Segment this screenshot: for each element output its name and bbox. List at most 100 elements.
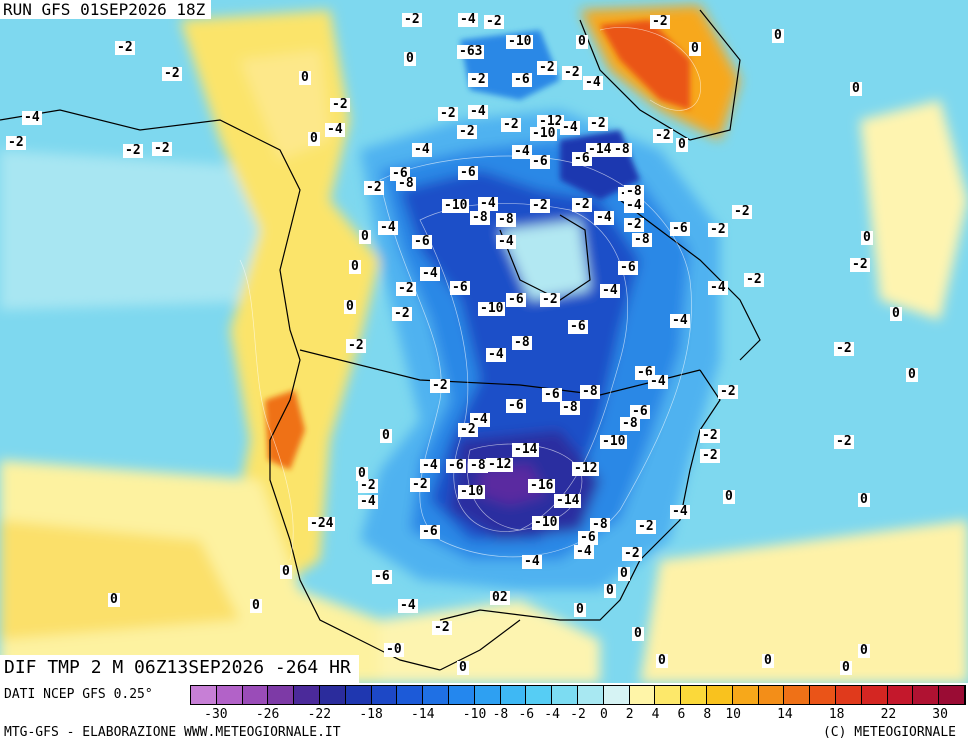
- value-label: -6: [530, 154, 550, 169]
- value-label: -8: [620, 416, 640, 431]
- value-label: 0: [344, 299, 356, 314]
- colorbar-tick-label: 14: [777, 707, 793, 722]
- footer: DATI NCEP GFS 0.25° -30 -26 -22 -18 -14 -10 -8…: [0, 683, 968, 745]
- value-label: 0: [632, 626, 644, 641]
- value-label: -8: [632, 232, 652, 247]
- value-label: 0: [890, 306, 902, 321]
- value-label: -8: [580, 384, 600, 399]
- value-label: -4: [560, 120, 580, 135]
- value-label: 0: [349, 259, 361, 274]
- value-label: -4: [670, 313, 690, 328]
- value-label: -2: [540, 292, 560, 307]
- value-label: -6: [450, 280, 470, 295]
- value-label: -4: [398, 598, 418, 613]
- value-label: -2: [432, 620, 452, 635]
- hot-core-greenland: [600, 20, 690, 110]
- value-label: -4: [478, 196, 498, 211]
- value-label: -6: [670, 221, 690, 236]
- value-label: 0: [280, 564, 292, 579]
- value-label: -4: [583, 75, 603, 90]
- value-label: -4: [496, 234, 516, 249]
- value-label: 0: [840, 660, 852, 675]
- value-label: -4: [574, 544, 594, 559]
- value-label: -6: [568, 319, 588, 334]
- colorbar-cell: [939, 686, 965, 704]
- colorbar-cell: [526, 686, 553, 704]
- value-label: -0: [384, 642, 404, 657]
- colorbar-tick-label: -6: [518, 707, 535, 722]
- value-label: 0: [359, 229, 371, 244]
- colorbar-cell: [216, 686, 243, 704]
- colorbar-cell: [784, 686, 811, 704]
- value-label: -2: [834, 434, 854, 449]
- colorbar-tick-label: -10: [462, 707, 487, 722]
- value-label: -2: [402, 12, 422, 27]
- colorbar-cell: [191, 686, 217, 704]
- value-label: -2: [850, 257, 870, 272]
- value-label: -4: [420, 458, 440, 473]
- value-label: -10: [442, 198, 470, 213]
- value-label: 0: [457, 660, 469, 675]
- value-label: 0: [723, 489, 735, 504]
- colorbar-cell: [500, 686, 527, 704]
- value-label: 0: [576, 34, 588, 49]
- colorbar-cell: [371, 686, 398, 704]
- colorbar-tick-label: 2: [625, 707, 634, 722]
- value-label: 0: [604, 583, 616, 598]
- pacific-coastline: [0, 109, 441, 671]
- colorbar-tick-label: -4: [544, 707, 560, 722]
- value-label: -2: [346, 338, 366, 353]
- colorbar-tick-label: -26: [255, 707, 280, 722]
- coastlines: [0, 9, 761, 671]
- value-label: -4: [512, 144, 532, 159]
- hudson-bay-light: [500, 220, 590, 300]
- value-label: -4: [468, 104, 488, 119]
- value-label: -6: [618, 260, 638, 275]
- field-label: DIF TMP 2 M 06Z13SEP2026 -264 HR: [0, 655, 359, 683]
- value-label: 02: [490, 590, 510, 605]
- colorbar-cell: [732, 686, 759, 704]
- colorbar-tick-label: -14: [411, 707, 435, 722]
- value-label: -10: [532, 515, 560, 530]
- value-label: -2: [537, 60, 557, 75]
- value-label: -4: [600, 283, 620, 298]
- value-label: -2: [6, 135, 26, 150]
- value-label: -6: [506, 292, 526, 307]
- credit-left-text: MTG-GFS - ELABORAZIONE WWW.METEOGIORNALE…: [4, 725, 341, 740]
- value-label: -10: [478, 301, 506, 316]
- warm-zone-mexico: [380, 600, 600, 683]
- value-label: -6: [420, 524, 440, 539]
- colorbar-tick-label: 10: [725, 707, 742, 722]
- colorbar-cell: [810, 686, 836, 704]
- colorbar-cell: [706, 686, 733, 704]
- colorbar-cell: [681, 686, 707, 704]
- value-label: -2: [392, 306, 412, 321]
- colorbar-tick-label: 8: [703, 707, 712, 722]
- colorbar-cell: [887, 686, 914, 704]
- value-label: 0: [906, 367, 918, 382]
- value-label: -14: [586, 142, 614, 157]
- value-label: -8: [396, 176, 416, 191]
- colorbar-cell: [397, 686, 424, 704]
- value-label: -2: [744, 272, 764, 287]
- value-label: -6: [542, 387, 562, 402]
- value-label: -2: [572, 197, 592, 212]
- value-label: -2: [530, 198, 550, 213]
- colorbar-tick-label: -18: [359, 707, 383, 722]
- value-label: 0: [656, 653, 668, 668]
- value-label: -6: [458, 165, 478, 180]
- atlantic-coastline: [439, 369, 721, 621]
- value-label: -8: [470, 210, 490, 225]
- value-label: -2: [718, 384, 738, 399]
- value-label: -2: [562, 65, 582, 80]
- value-label: -10: [600, 434, 628, 449]
- value-label: -2: [457, 124, 477, 139]
- value-label: -6: [512, 72, 532, 87]
- value-label: 0: [356, 466, 368, 481]
- value-label: -2: [123, 143, 143, 158]
- value-label: -6: [446, 458, 466, 473]
- value-label: 0: [850, 81, 862, 96]
- value-label: 0: [676, 137, 688, 152]
- value-label: -10: [530, 126, 558, 141]
- value-label: -4: [708, 280, 728, 295]
